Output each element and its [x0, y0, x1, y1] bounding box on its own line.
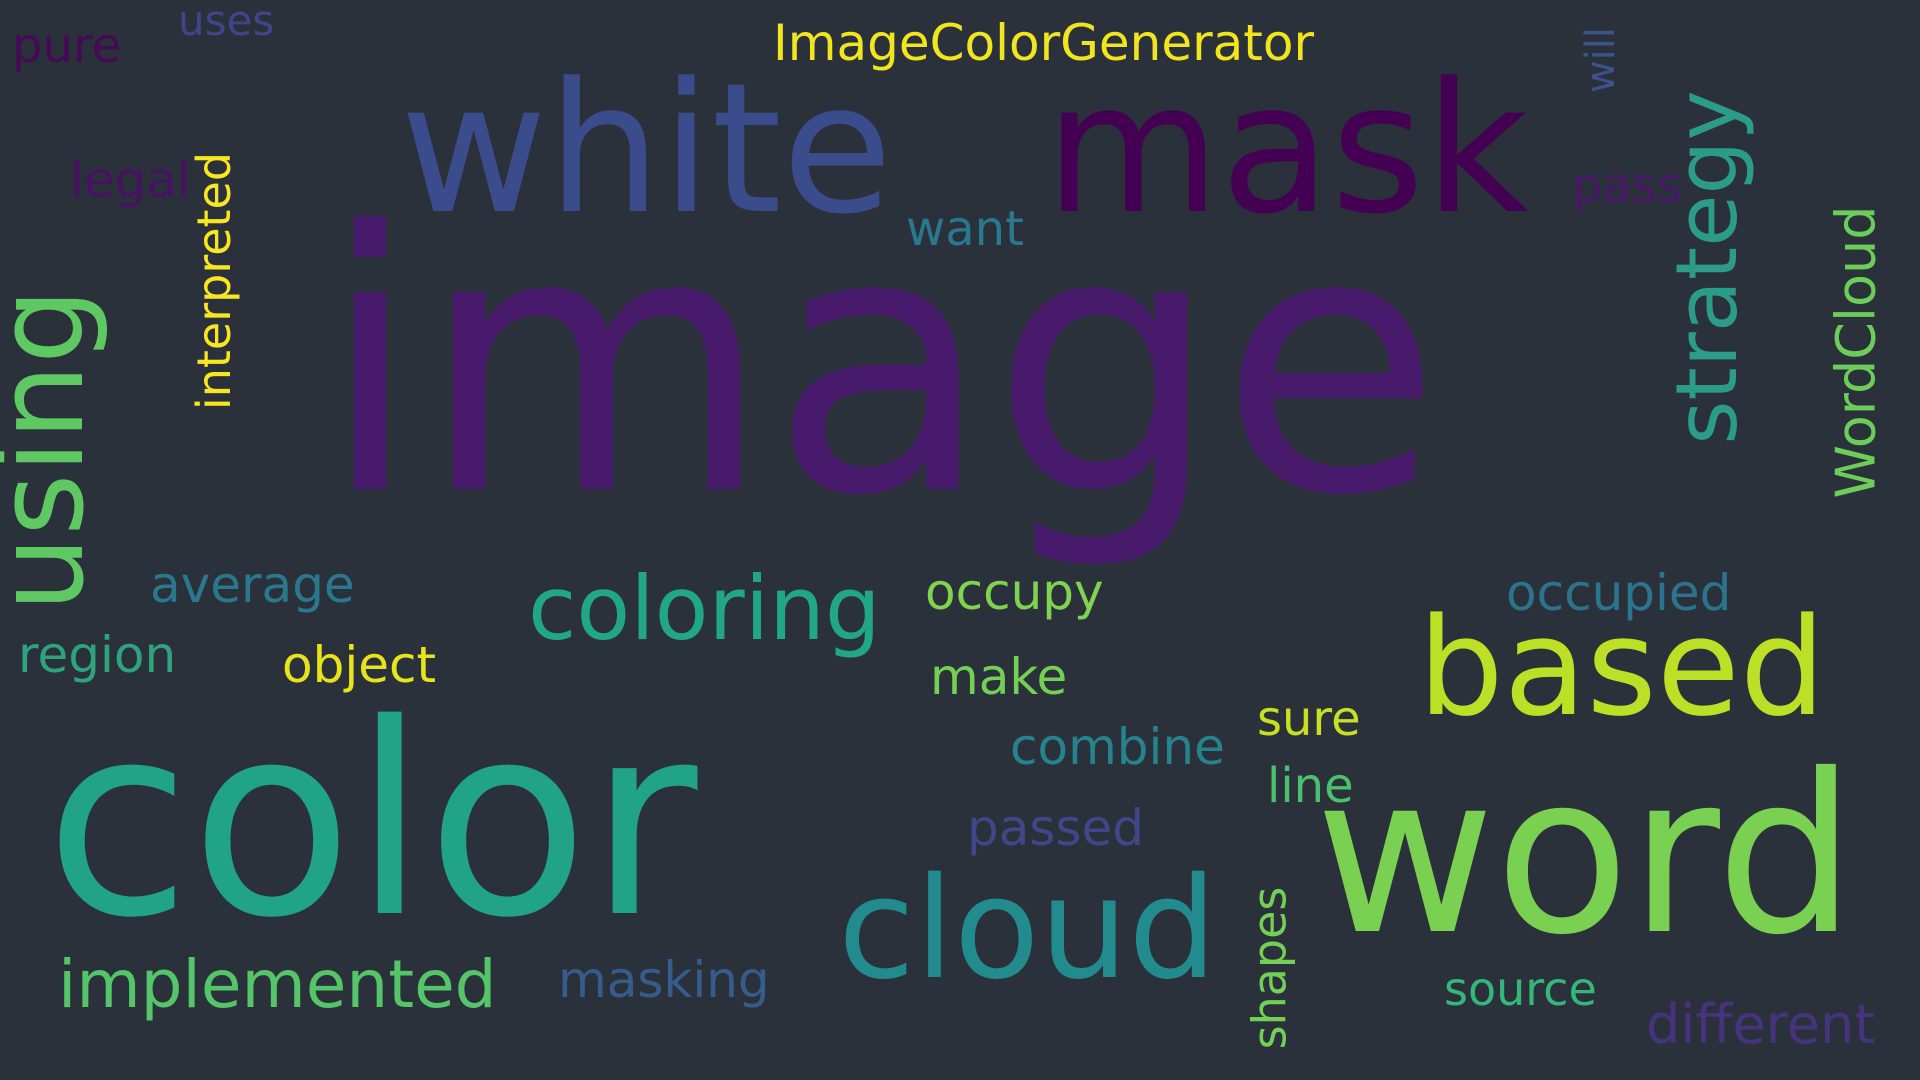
word-region: region: [18, 626, 177, 684]
word-cloud: cloud: [838, 848, 1218, 1011]
word-object: object: [282, 636, 437, 694]
word-occupied: occupied: [1506, 564, 1732, 622]
word-passed: passed: [967, 799, 1144, 857]
word-color: color: [45, 668, 698, 976]
word-using: using: [0, 287, 112, 613]
word-pass: pass: [1572, 158, 1682, 214]
word-coloring: coloring: [528, 557, 881, 660]
word-different: different: [1646, 993, 1876, 1056]
word-sure: sure: [1257, 691, 1361, 747]
word-masking: masking: [558, 951, 770, 1009]
word-white: white: [400, 45, 893, 254]
word-make: make: [930, 648, 1068, 706]
word-want: want: [906, 201, 1024, 257]
word-uses: uses: [178, 0, 275, 45]
word-line: line: [1267, 758, 1354, 814]
word-occupy: occupy: [925, 563, 1104, 621]
word-imagecolorgenerator: ImageColorGenerator: [773, 14, 1315, 72]
word-legal: legal: [70, 151, 191, 209]
word-combine: combine: [1010, 718, 1225, 776]
word-wordcloud-label: WordCloud: [1824, 205, 1888, 499]
word-pure: pure: [12, 18, 122, 74]
word-mask: mask: [1045, 45, 1529, 254]
word-average: average: [150, 556, 355, 614]
word-source: source: [1444, 962, 1597, 1016]
word-shapes: shapes: [1242, 886, 1297, 1050]
word-interpreted: interpreted: [187, 151, 242, 411]
word-image: image: [320, 155, 1442, 574]
word-based: based: [1418, 589, 1826, 746]
word-strategy: strategy: [1657, 90, 1757, 445]
word-word: word: [1315, 727, 1856, 983]
word-will: will: [1578, 26, 1625, 94]
word-implemented: implemented: [58, 946, 497, 1023]
